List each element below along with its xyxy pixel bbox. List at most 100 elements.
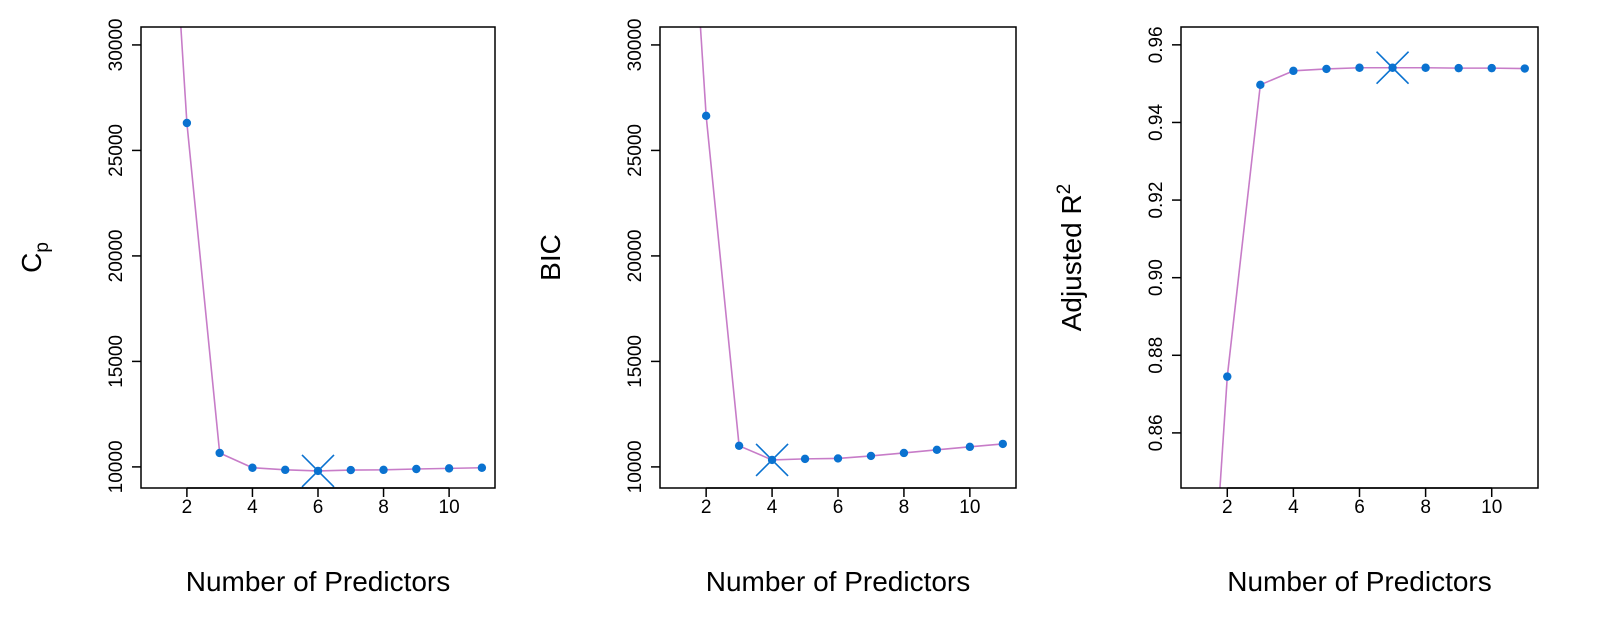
y-tick-label: 30000: [625, 19, 646, 72]
panel-1: 2 4 6 8 10 10000 15000 20000 25000 30000 Number of…: [16, 19, 496, 597]
data-point: [1256, 80, 1265, 90]
data-point: [215, 448, 224, 458]
y-tick-label: 0.92: [1146, 182, 1167, 219]
series-line-segment: [705, 115, 740, 446]
series-line-segment: [1326, 66, 1360, 70]
series-line: [1219, 66, 1525, 489]
data-point: [477, 463, 487, 472]
x-tick-label: 8: [378, 497, 389, 518]
x-tick-label: 2: [182, 497, 193, 518]
data-point: [932, 445, 942, 455]
y-axis-title-main: Adjusted R: [1056, 194, 1087, 331]
data-point: [833, 454, 843, 463]
x-tick-label: 2: [1222, 497, 1233, 518]
data-point: [248, 463, 257, 472]
x-tick-label: 8: [1420, 497, 1431, 518]
series-line-segment: [1226, 84, 1262, 377]
series-line: [180, 26, 482, 472]
data-point: [701, 111, 711, 121]
series-line-segment: [383, 468, 417, 471]
series-line-segment: [416, 467, 450, 470]
data-point: [800, 454, 810, 464]
y-tick-label: 20000: [625, 229, 646, 282]
y-tick-label: 0.90: [1146, 259, 1167, 296]
y-axis-title-main: C: [16, 253, 47, 273]
marker-stroke: [1375, 51, 1410, 85]
y-tick-label: 25000: [106, 124, 127, 177]
y-tick-label: 25000: [625, 124, 646, 177]
x-tick-label: 10: [959, 497, 980, 518]
plot-frame: [659, 26, 1017, 489]
series-line-segment: [317, 469, 351, 472]
data-point: [1520, 64, 1529, 73]
y-tick-label: 0.96: [1146, 26, 1167, 63]
plot-frame: [140, 26, 496, 489]
x-tick-label: 4: [1288, 497, 1299, 518]
x-tick-label: 4: [767, 497, 778, 518]
y-tick-label: 0.88: [1146, 337, 1167, 374]
x-tick-label: 6: [833, 497, 844, 518]
data-point: [866, 451, 876, 461]
series-line-segment: [186, 122, 221, 454]
series-line-segment: [699, 26, 707, 116]
series-line-segment: [449, 466, 482, 470]
data-point: [1454, 63, 1463, 73]
series-line-segment: [870, 452, 904, 457]
series-line-segment: [1219, 376, 1229, 489]
plot-frame: [1180, 26, 1539, 489]
marker-stroke: [755, 443, 789, 477]
series-line-segment: [219, 452, 253, 469]
data-point: [182, 118, 192, 128]
series-line-segment: [180, 26, 188, 124]
panel-3: 2 4 6 8 10 0.86 0.88 0.90 0.92 0.94 0.96 Number of …: [1054, 26, 1539, 597]
data-point: [734, 441, 744, 451]
y-tick-label: 30000: [106, 19, 127, 72]
series-line-segment: [252, 466, 286, 471]
data-point: [346, 465, 355, 475]
series-line-segment: [969, 443, 1003, 448]
series-line-segment: [772, 458, 806, 461]
x-tick-label: 8: [899, 497, 910, 518]
y-axis-title-subscript: p: [32, 242, 53, 253]
data-point: [1421, 63, 1430, 72]
x-axis-title: Number of Predictors: [186, 566, 451, 597]
data-point: [444, 464, 454, 473]
data-point: [1289, 66, 1298, 76]
data-point: [379, 465, 388, 475]
x-axis-title: Number of Predictors: [706, 566, 971, 597]
x-tick-label: 10: [439, 497, 460, 518]
y-axis-title: BIC: [535, 234, 566, 281]
series-line-segment: [837, 455, 872, 460]
marker-stroke: [301, 454, 335, 488]
data-point: [281, 465, 290, 475]
data-point: [965, 442, 975, 452]
data-point: [1223, 372, 1232, 381]
y-tick-label: 10000: [625, 440, 646, 493]
panel-2: 2 4 6 8 10 10000 15000 20000 25000 30000 Number of…: [535, 19, 1017, 597]
y-axis-title: Cp: [16, 242, 53, 273]
data-point: [1355, 63, 1364, 72]
y-axis-title-superscript: 2: [1054, 184, 1075, 195]
series-line-segment: [285, 469, 319, 472]
y-axis-title: Adjusted R2: [1054, 184, 1087, 332]
y-tick-label: 0.94: [1146, 104, 1167, 141]
best-model-marker: [755, 443, 789, 477]
series-line-segment: [903, 449, 937, 454]
data-point: [899, 448, 909, 458]
best-model-marker: [301, 454, 335, 488]
data-point: [1322, 64, 1331, 74]
data-point: [1487, 63, 1496, 73]
y-tick-label: 20000: [106, 229, 127, 282]
data-point: [412, 464, 421, 474]
x-tick-label: 10: [1481, 497, 1502, 518]
y-tick-label: 0.86: [1146, 414, 1167, 451]
x-axis-title: Number of Predictors: [1227, 566, 1492, 597]
x-tick-label: 6: [313, 497, 324, 518]
series-line-segment: [936, 446, 970, 451]
y-tick-label: 15000: [106, 335, 127, 388]
series-line-segment: [738, 445, 773, 461]
x-tick-label: 4: [247, 497, 258, 518]
series-line: [699, 26, 1003, 461]
series-line-segment: [1293, 68, 1327, 72]
